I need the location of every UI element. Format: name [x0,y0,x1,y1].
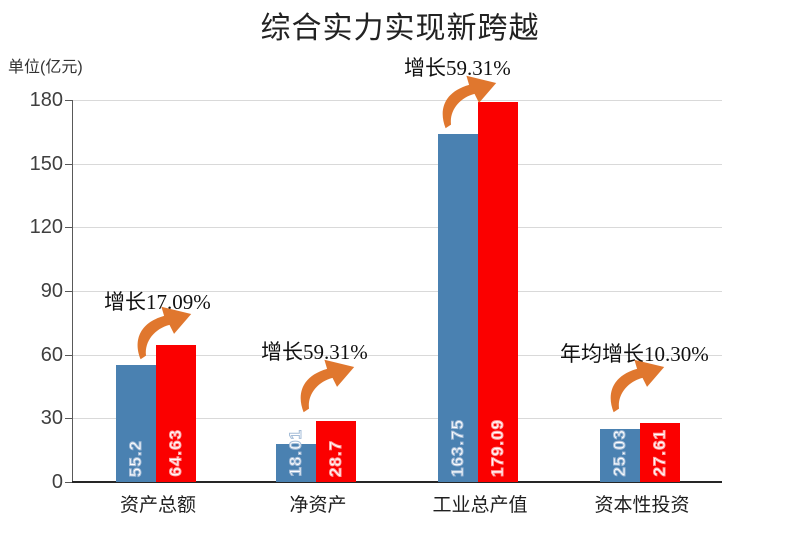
bar-value-label: 64.63 [166,429,186,478]
bar-value-label: 27.61 [650,429,670,478]
y-tick-mark [65,355,72,356]
y-tick-mark [65,291,72,292]
red-bar: 28.7 [316,421,356,482]
y-tick-mark [65,418,72,419]
y-tick-label: 120 [29,216,63,238]
category-label: 净资产 [289,495,347,516]
growth-annotation: 增长59.31% [261,340,368,364]
growth-annotation: 增长59.31% [404,56,511,80]
bar-value-label: 28.7 [326,439,346,477]
y-tick-mark [65,482,72,483]
gridline [72,291,722,292]
growth-arrow-icon [610,359,665,413]
growth-arrow-icon [300,359,355,413]
y-tick-mark [65,227,72,228]
red-bar: 27.61 [640,423,680,482]
bar-value-label: 55.2 [126,439,146,477]
growth-annotation: 年均增长10.30% [560,342,709,366]
red-bar: 64.63 [156,345,196,482]
y-tick-label: 180 [29,89,63,111]
chart-title: 综合实力实现新跨越 [260,12,540,45]
blue-bar: 55.2 [116,365,156,482]
y-tick-mark [65,164,72,165]
bar-value-label: 163.75 [448,419,468,478]
red-bar: 179.09 [478,102,518,482]
gridline [72,100,722,101]
growth-arrow-icon [137,306,192,360]
x-axis-line [72,481,722,483]
bar-value-label: 179.09 [488,419,508,478]
gridline [72,227,722,228]
y-tick-mark [65,100,72,101]
y-tick-label: 60 [40,344,63,366]
y-axis-line [72,100,73,482]
blue-bar: 18.01 [276,429,316,482]
y-tick-label: 150 [29,153,63,175]
bar-value-label: 18.01 [286,429,306,478]
blue-bar: 163.75 [438,134,478,482]
gridline [72,418,722,419]
category-label: 资本性投资 [594,495,690,516]
bar-value-label: 25.03 [610,429,630,478]
category-label: 工业总产值 [432,495,528,516]
category-label: 资产总额 [119,495,197,516]
gridline [72,355,722,356]
y-tick-label: 90 [40,280,63,302]
y-tick-label: 30 [40,407,63,429]
y-tick-label: 0 [51,471,63,493]
y-axis-unit-label: 单位(亿元) [8,59,83,76]
gridline [72,164,722,165]
growth-annotation: 增长17.09% [104,290,211,314]
blue-bar: 25.03 [600,429,640,482]
growth-arrow-icon [442,75,497,129]
